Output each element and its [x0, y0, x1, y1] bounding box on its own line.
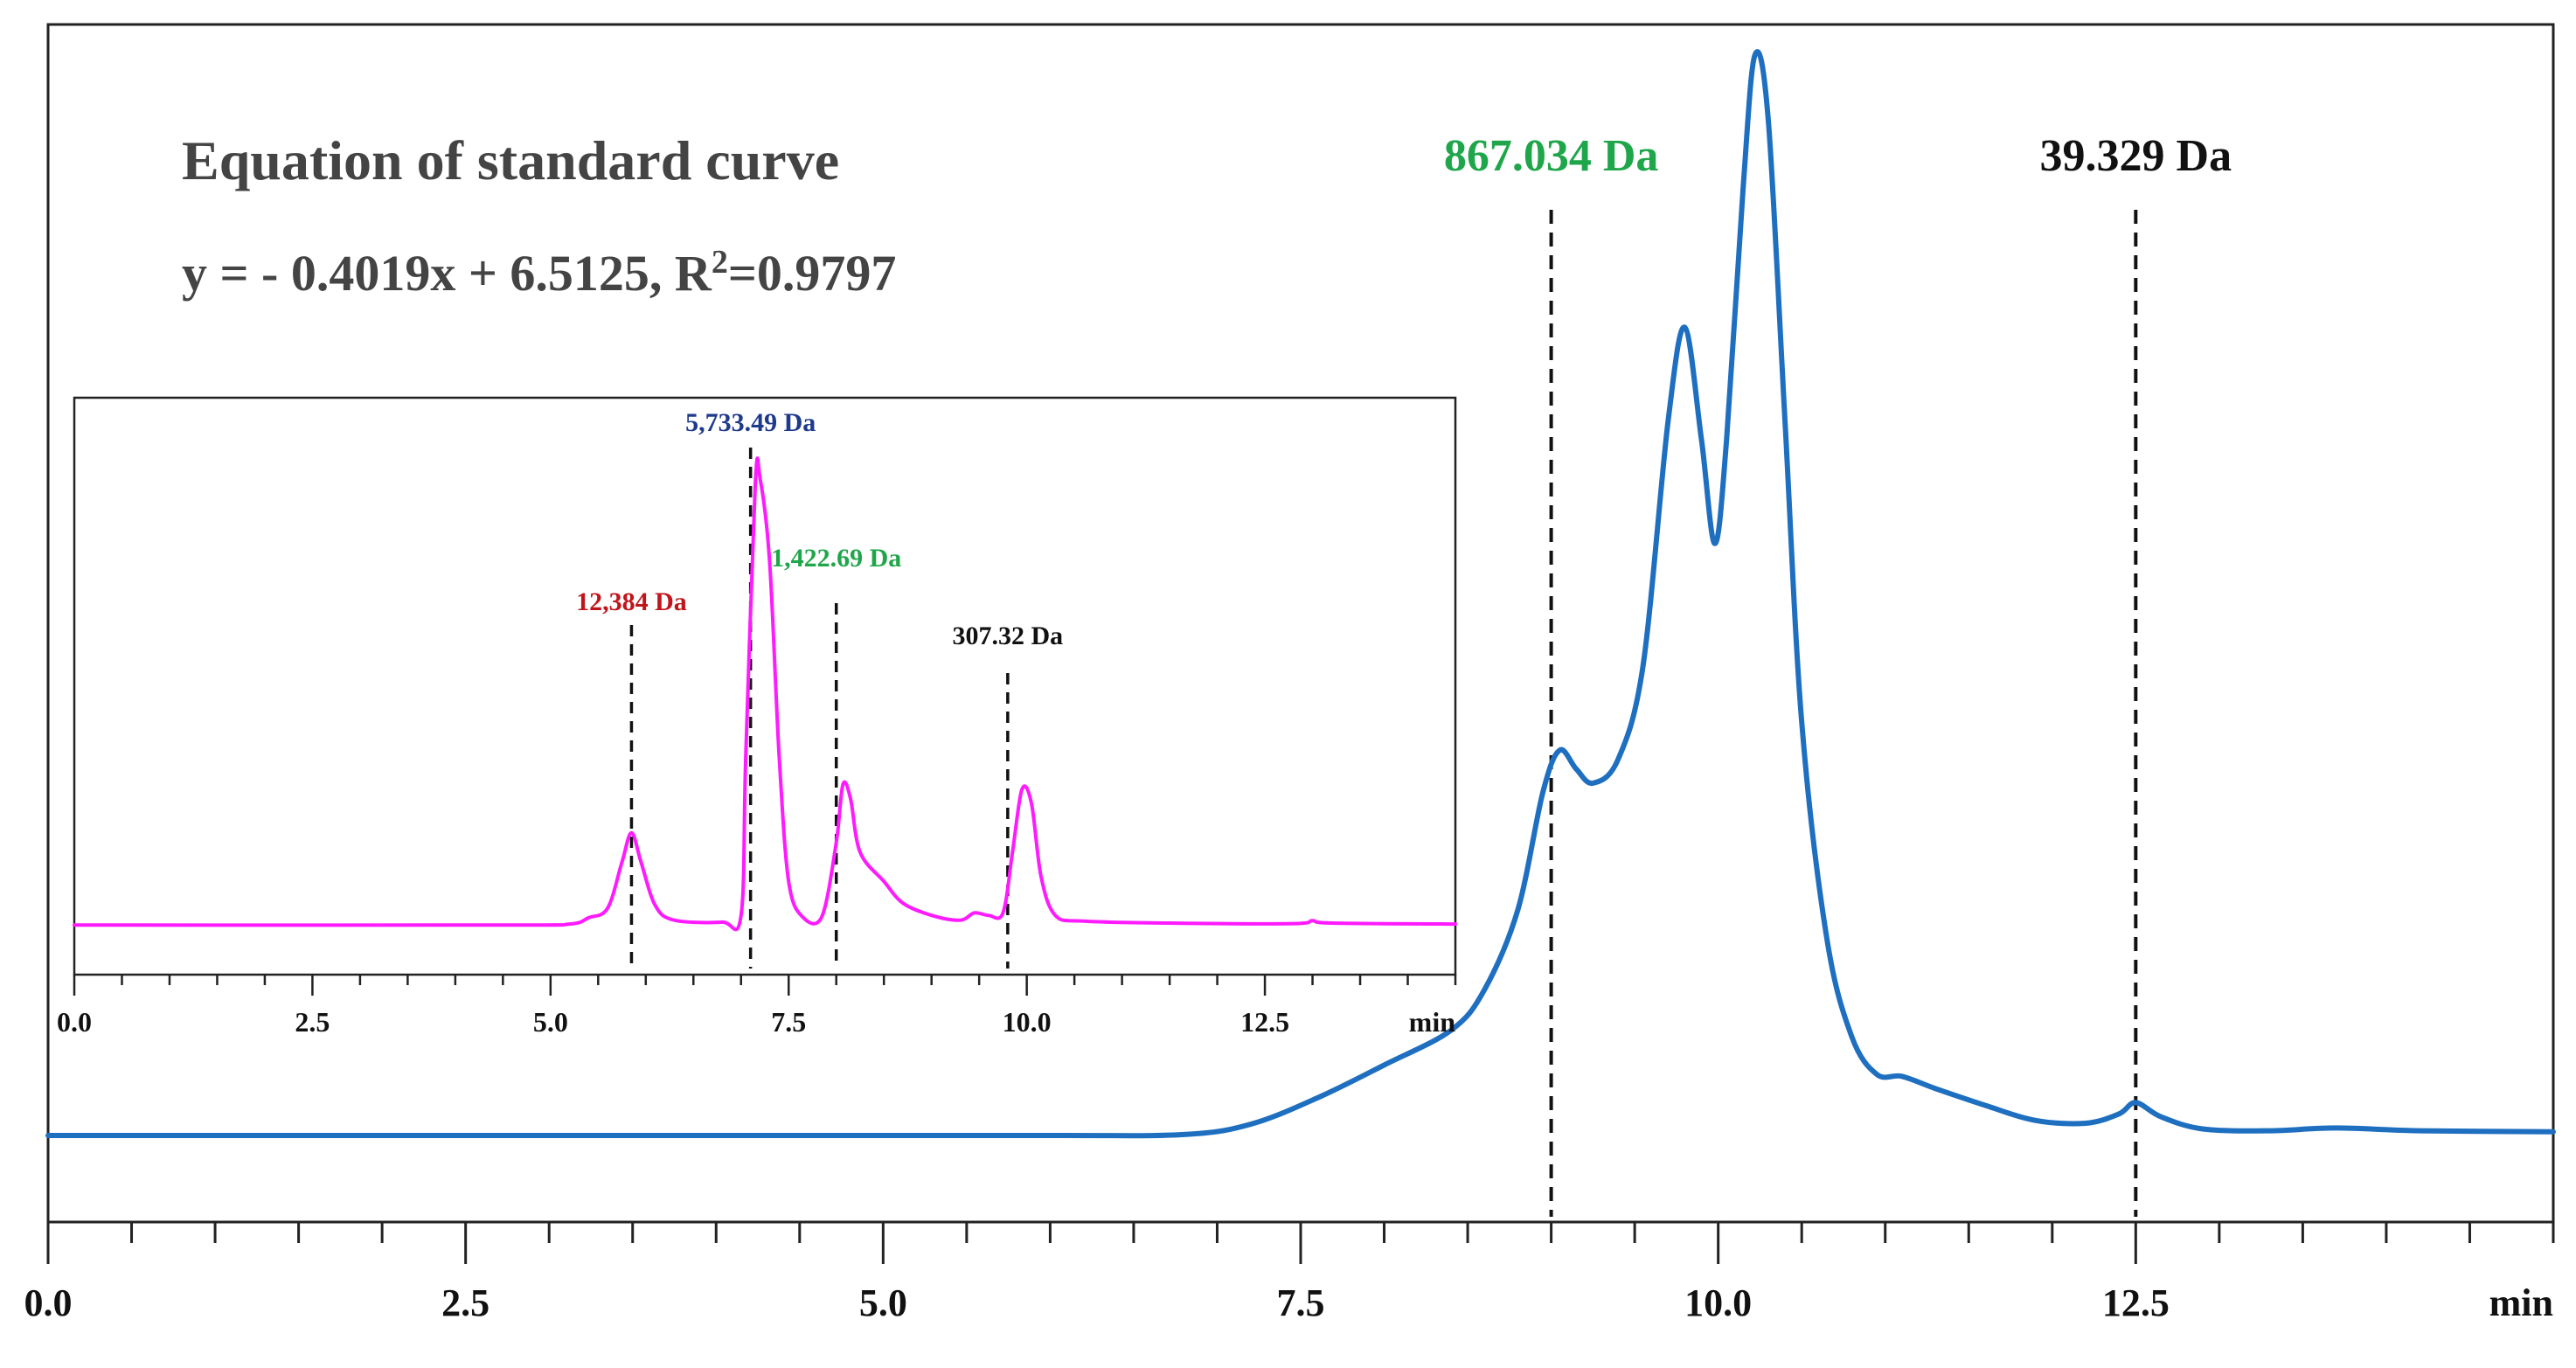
inset-peak-markers: 12,384 Da 5,733.49 Da 1,422.69 Da 307.32 Da: [576, 408, 1063, 969]
inset-plot-frame: [73, 396, 1457, 976]
x-tick-label: 10.0: [1003, 1006, 1052, 1038]
x-tick-label: 0.0: [57, 1006, 92, 1038]
marker-label: 307.32 Da: [953, 622, 1064, 650]
x-tick-label: 12.5: [1240, 1006, 1289, 1038]
main-x-ticks: [46, 1222, 2555, 1264]
x-tick-label: 12.5: [2102, 1281, 2170, 1324]
inset-x-tick-labels: 0.0 2.5 5.0 7.5 10.0 12.5: [57, 1006, 1289, 1038]
main-series-line: [45, 49, 2556, 1139]
x-tick-label: 0.0: [24, 1281, 73, 1324]
marker-label: 39.329 Da: [2040, 131, 2232, 181]
x-tick-label: 2.5: [441, 1281, 490, 1324]
equation-text: y = - 0.4019x + 6.5125, R2=0.9797: [182, 244, 896, 302]
x-tick-label: 2.5: [295, 1006, 330, 1038]
equation-title: Equation of standard curve: [182, 129, 839, 191]
equation-superscript: 2: [712, 244, 728, 281]
marker-label: 12,384 Da: [576, 587, 687, 616]
inset-series-line: [73, 456, 1457, 932]
main-peak-markers: 867.034 Da 39.329 Da: [1444, 131, 2232, 1217]
x-tick-label: 5.0: [533, 1006, 568, 1038]
inset-x-ticks: [73, 975, 1457, 996]
marker-label: 5,733.49 Da: [685, 408, 816, 437]
x-tick-label: 7.5: [771, 1006, 806, 1038]
x-tick-label: 10.0: [1684, 1281, 1752, 1324]
marker-label: 1,422.69 Da: [771, 544, 901, 573]
x-tick-label: 7.5: [1277, 1281, 1325, 1324]
marker-label: 867.034 Da: [1444, 131, 1659, 181]
equation-prefix: y = - 0.4019x + 6.5125, R: [182, 245, 712, 302]
inset-x-axis-label: min: [1409, 1006, 1456, 1038]
x-tick-label: 5.0: [859, 1281, 907, 1324]
main-x-axis-label: min: [2489, 1281, 2553, 1324]
main-x-tick-labels: 0.0 2.5 5.0 7.5 10.0 12.5: [24, 1281, 2170, 1324]
equation-suffix: =0.9797: [728, 245, 897, 302]
